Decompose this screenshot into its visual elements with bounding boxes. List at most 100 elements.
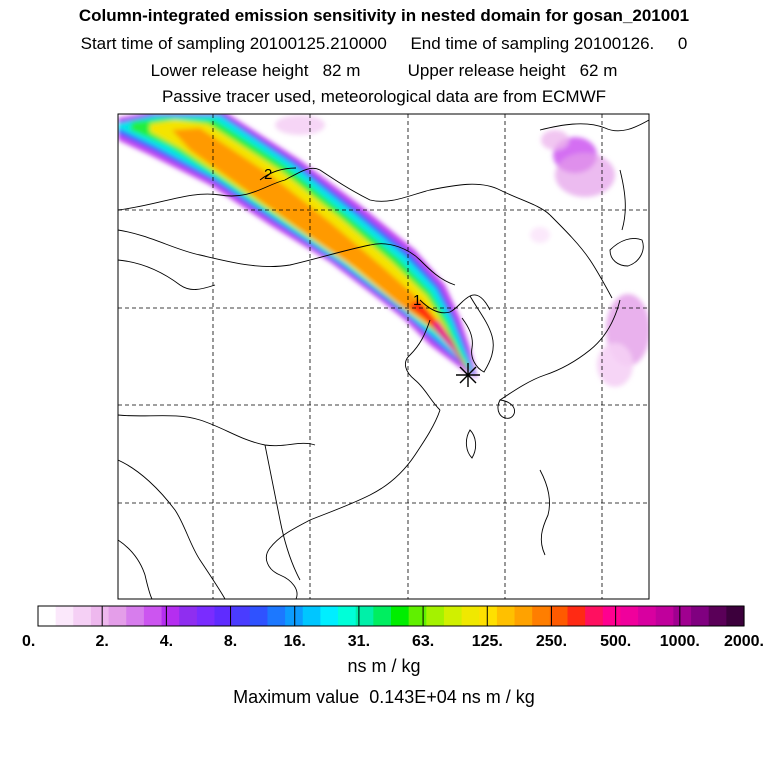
- colorbar-tick-label: 31.: [348, 633, 370, 650]
- tracer-info-line: Passive tracer used, meteorological data…: [161, 87, 607, 106]
- colorbar-cell: [443, 606, 463, 626]
- colorbar-tick-label: 2000.: [724, 633, 764, 650]
- colorbar-cell: [585, 606, 604, 626]
- coast-yellow-sea: [404, 319, 441, 411]
- border-mongolia: [118, 167, 551, 216]
- plume-band-magenta: [432, 320, 466, 368]
- colorbar-cell: [567, 606, 586, 626]
- maximum-value-text: Maximum value 0.143E+04 ns m / kg: [233, 687, 535, 707]
- border-north-china: [118, 229, 456, 286]
- sakhalin: [619, 169, 626, 231]
- colorbar-cell: [214, 606, 233, 626]
- colorbar-cell: [90, 606, 110, 626]
- trajectory-marker-1: 1: [413, 292, 421, 309]
- japan-hokkaido: [609, 238, 644, 267]
- patch-mid: [530, 227, 550, 243]
- colorbar-cells: [38, 606, 745, 626]
- colorbar-cell: [38, 606, 57, 626]
- colorbar-tick-label: 8.: [224, 633, 237, 650]
- receptor-asterisk: [456, 363, 480, 387]
- philippines: [539, 469, 551, 556]
- colorbar-cell: [55, 606, 74, 626]
- okhotsk-coast: [539, 119, 649, 132]
- colorbar-cell: [408, 606, 427, 626]
- colorbar-cell: [196, 606, 216, 626]
- colorbar-cell: [355, 606, 374, 626]
- colorbar-cell: [161, 606, 180, 626]
- colorbar-cell: [302, 606, 321, 626]
- colorbar-tick-label: 0.: [22, 633, 35, 650]
- colorbar-cell: [708, 606, 727, 626]
- colorbar-cell: [461, 606, 480, 626]
- lat-lon-grid: [118, 114, 649, 599]
- plume-band-violet: [118, 114, 477, 378]
- colorbar-cell: [514, 606, 533, 626]
- colorbar-cell: [232, 606, 251, 626]
- coast-south-china: [266, 519, 311, 599]
- colorbar-tick-label: 63.: [412, 633, 434, 650]
- colorbar-cell: [549, 606, 569, 626]
- colorbar-cell: [426, 606, 445, 626]
- patch-east-b: [597, 343, 633, 387]
- colorbar-tick-label: 125.: [472, 633, 503, 650]
- colorbar-cell: [726, 606, 745, 626]
- colorbar-units: ns m / kg: [347, 656, 421, 676]
- plume-band-green: [130, 118, 472, 374]
- coastlines: [118, 119, 649, 599]
- colorbar-cell: [249, 606, 269, 626]
- colorbar-cell: [691, 606, 710, 626]
- taiwan: [465, 429, 477, 459]
- colorbar-cell: [532, 606, 551, 626]
- colorbar-cell: [338, 606, 357, 626]
- colorbar-cell: [638, 606, 657, 626]
- colorbar-cell: [620, 606, 639, 626]
- map-frame: [117, 113, 650, 600]
- colorbar-labels: 0. 2. 4. 8. 16. 31. 63. 125. 250. 500. 1000. 2000.: [22, 633, 764, 650]
- colorbar-cell: [126, 606, 145, 626]
- sensitivity-map: 2 1: [117, 113, 650, 600]
- colorbar-cell: [479, 606, 498, 626]
- colorbar-cell: [673, 606, 692, 626]
- colorbar-cell: [73, 606, 92, 626]
- patch-ne-c: [541, 130, 569, 150]
- colorbar-cell: [373, 606, 392, 626]
- colorbar-tick-label: 500.: [600, 633, 631, 650]
- colorbar-frame: [37, 605, 745, 627]
- colorbar-ticks: [101, 606, 681, 626]
- chart-title: Column-integrated emission sensitivity i…: [78, 6, 690, 25]
- colorbar-cell: [267, 606, 286, 626]
- colorbar: 0. 2. 4. 8. 16. 31. 63. 125. 250. 500. 1000. 2000.: [22, 605, 764, 650]
- colorbar-tick-label: 1000.: [660, 633, 700, 650]
- colorbar-tick-label: 16.: [284, 633, 306, 650]
- coast-bohai: [419, 294, 491, 314]
- colorbar-cell: [655, 606, 674, 626]
- border-kazakh: [118, 259, 216, 290]
- border-se-asia: [264, 444, 301, 581]
- border-tibet: [118, 414, 316, 447]
- colorbar-tick-label: 2.: [96, 633, 109, 650]
- colorbar-tick-label: 4.: [160, 633, 173, 650]
- patch-north: [275, 115, 325, 135]
- coast-bay-bengal: [118, 539, 153, 599]
- plume-band-orange: [172, 128, 468, 372]
- colorbar-tick-label: 250.: [536, 633, 567, 650]
- coast-east-china: [309, 409, 441, 521]
- colorbar-cell: [285, 606, 304, 626]
- border-india: [118, 459, 226, 599]
- colorbar-cell: [602, 606, 622, 626]
- russia-coast: [549, 214, 613, 299]
- colorbar-cell: [496, 606, 516, 626]
- korea-peninsula: [461, 295, 494, 373]
- plume-band-yellow: [150, 120, 470, 373]
- japan-kyushu: [497, 399, 516, 419]
- japan-honshu: [499, 299, 621, 401]
- colorbar-cell: [179, 606, 198, 626]
- plume-band-red: [408, 300, 466, 370]
- colorbar-cell: [320, 606, 339, 626]
- colorbar-cell: [143, 606, 163, 626]
- map-background: [118, 114, 649, 599]
- release-height-line: Lower release height 82 m Upper release …: [150, 61, 618, 80]
- colorbar-cell: [108, 606, 127, 626]
- trajectory-marker-2: 2: [264, 166, 272, 183]
- border-mongolia-2: [259, 167, 297, 181]
